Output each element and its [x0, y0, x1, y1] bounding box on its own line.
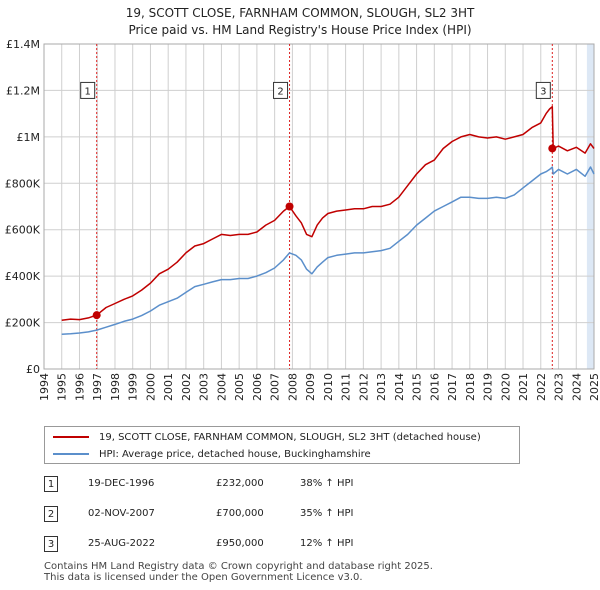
x-tick-label: 2019 [482, 373, 495, 401]
sale-label-box [80, 81, 96, 99]
y-tick-label: £1.2M [6, 84, 40, 97]
sale-date: 25-AUG-2022 [88, 538, 156, 549]
sale-point [92, 311, 101, 320]
sale-row: 1 19-DEC-1996 £232,000 38% ↑ HPI [44, 474, 444, 494]
plot-border [43, 43, 595, 370]
x-tick-label: 2011 [340, 373, 353, 401]
x-tick-label: 1997 [91, 373, 104, 401]
x-tick-label: 2012 [357, 373, 370, 401]
legend-item-hpi: HPI: Average price, detached house, Buck… [53, 446, 371, 462]
legend: 19, SCOTT CLOSE, FARNHAM COMMON, SLOUGH,… [44, 426, 520, 464]
property-price-line [61, 105, 595, 322]
sale-date: 02-NOV-2007 [88, 508, 155, 519]
y-tick-label: £400K [5, 270, 41, 283]
legend-label-property: 19, SCOTT CLOSE, FARNHAM COMMON, SLOUGH,… [99, 431, 481, 443]
sale-number: 3 [44, 536, 58, 552]
x-tick-label: 2010 [322, 373, 335, 401]
x-tick-label: 2020 [499, 373, 512, 401]
legend-swatch-hpi [53, 453, 89, 455]
x-tick-label: 2002 [180, 373, 193, 401]
hpi-line [61, 166, 595, 335]
y-tick-label: £0 [26, 363, 40, 376]
sale-price: £700,000 [216, 508, 264, 519]
x-tick-label: 2018 [464, 373, 477, 401]
y-tick-label: £1.4M [6, 38, 40, 51]
x-tick-label: 2005 [233, 373, 246, 401]
x-tick-label: 2007 [269, 373, 282, 401]
x-tick-label: 2003 [198, 373, 211, 401]
sale-row: 3 25-AUG-2022 £950,000 12% ↑ HPI [44, 534, 444, 554]
x-tick-label: 2000 [144, 373, 157, 401]
sale-date: 19-DEC-1996 [88, 478, 155, 489]
x-tick-label: 1996 [73, 373, 86, 401]
y-tick-label: £200K [5, 317, 41, 330]
sale-label-text: 2 [277, 86, 283, 97]
sale-hpi-change: 38% ↑ HPI [300, 478, 354, 489]
sale-number: 2 [44, 506, 58, 522]
sale-point [548, 144, 557, 153]
sale-hpi-change: 12% ↑ HPI [300, 538, 354, 549]
sale-label-box [273, 81, 289, 99]
sale-label-box [535, 81, 551, 99]
sale-label-text: 1 [85, 86, 91, 97]
legend-swatch-property [53, 436, 89, 438]
x-tick-label: 2004 [215, 373, 228, 401]
future-region [586, 44, 594, 369]
legend-label-hpi: HPI: Average price, detached house, Buck… [99, 448, 371, 460]
legend-item-property: 19, SCOTT CLOSE, FARNHAM COMMON, SLOUGH,… [53, 429, 481, 445]
x-tick-label: 2017 [446, 373, 459, 401]
footer-license: This data is licensed under the Open Gov… [44, 572, 363, 583]
x-tick-label: 2008 [286, 373, 299, 401]
x-tick-label: 2021 [517, 373, 530, 401]
sale-number: 1 [44, 476, 58, 492]
y-tick-label: £1M [17, 131, 41, 144]
x-tick-label: 2006 [251, 373, 264, 401]
sale-row: 2 02-NOV-2007 £700,000 35% ↑ HPI [44, 504, 444, 524]
sale-price: £232,000 [216, 478, 264, 489]
sale-price: £950,000 [216, 538, 264, 549]
x-tick-label: 2001 [162, 373, 175, 401]
chart-subtitle: Price paid vs. HM Land Registry's House … [128, 23, 472, 37]
sale-hpi-change: 35% ↑ HPI [300, 508, 354, 519]
chart-title: 19, SCOTT CLOSE, FARNHAM COMMON, SLOUGH,… [125, 6, 475, 20]
x-tick-label: 1994 [38, 373, 51, 401]
x-tick-label: 2023 [553, 373, 566, 401]
x-tick-label: 1995 [56, 373, 69, 401]
y-tick-label: £800K [5, 177, 41, 190]
x-tick-label: 2009 [304, 373, 317, 401]
x-tick-label: 2024 [570, 373, 583, 401]
sale-point [285, 202, 294, 211]
x-tick-label: 1998 [109, 373, 122, 401]
y-tick-label: £600K [5, 224, 41, 237]
x-tick-label: 2022 [535, 373, 548, 401]
footer-copyright: Contains HM Land Registry data © Crown c… [44, 561, 433, 572]
x-tick-label: 2016 [428, 373, 441, 401]
x-tick-label: 2025 [588, 373, 600, 401]
price-chart: 1 2 3 £0 £200K £400K £600K £800K £1M £1.2M £1.4M 19… [5, 38, 600, 401]
x-tick-label: 2015 [411, 373, 424, 401]
sale-label-text: 3 [540, 86, 546, 97]
x-tick-label: 2014 [393, 373, 406, 401]
x-tick-label: 2013 [375, 373, 388, 401]
x-tick-label: 1999 [127, 373, 140, 401]
